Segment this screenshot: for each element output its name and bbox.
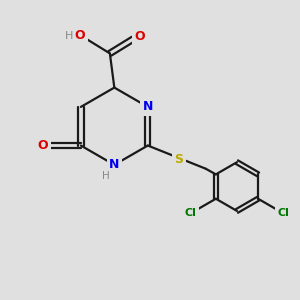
Text: N: N: [109, 158, 119, 171]
Text: S: S: [175, 153, 184, 166]
Text: O: O: [75, 29, 86, 42]
Text: H: H: [65, 31, 73, 40]
Text: O: O: [134, 30, 145, 43]
Text: H: H: [101, 171, 109, 181]
Text: N: N: [142, 100, 153, 113]
Text: Cl: Cl: [185, 208, 197, 218]
Text: Cl: Cl: [277, 208, 289, 218]
Text: O: O: [38, 139, 48, 152]
